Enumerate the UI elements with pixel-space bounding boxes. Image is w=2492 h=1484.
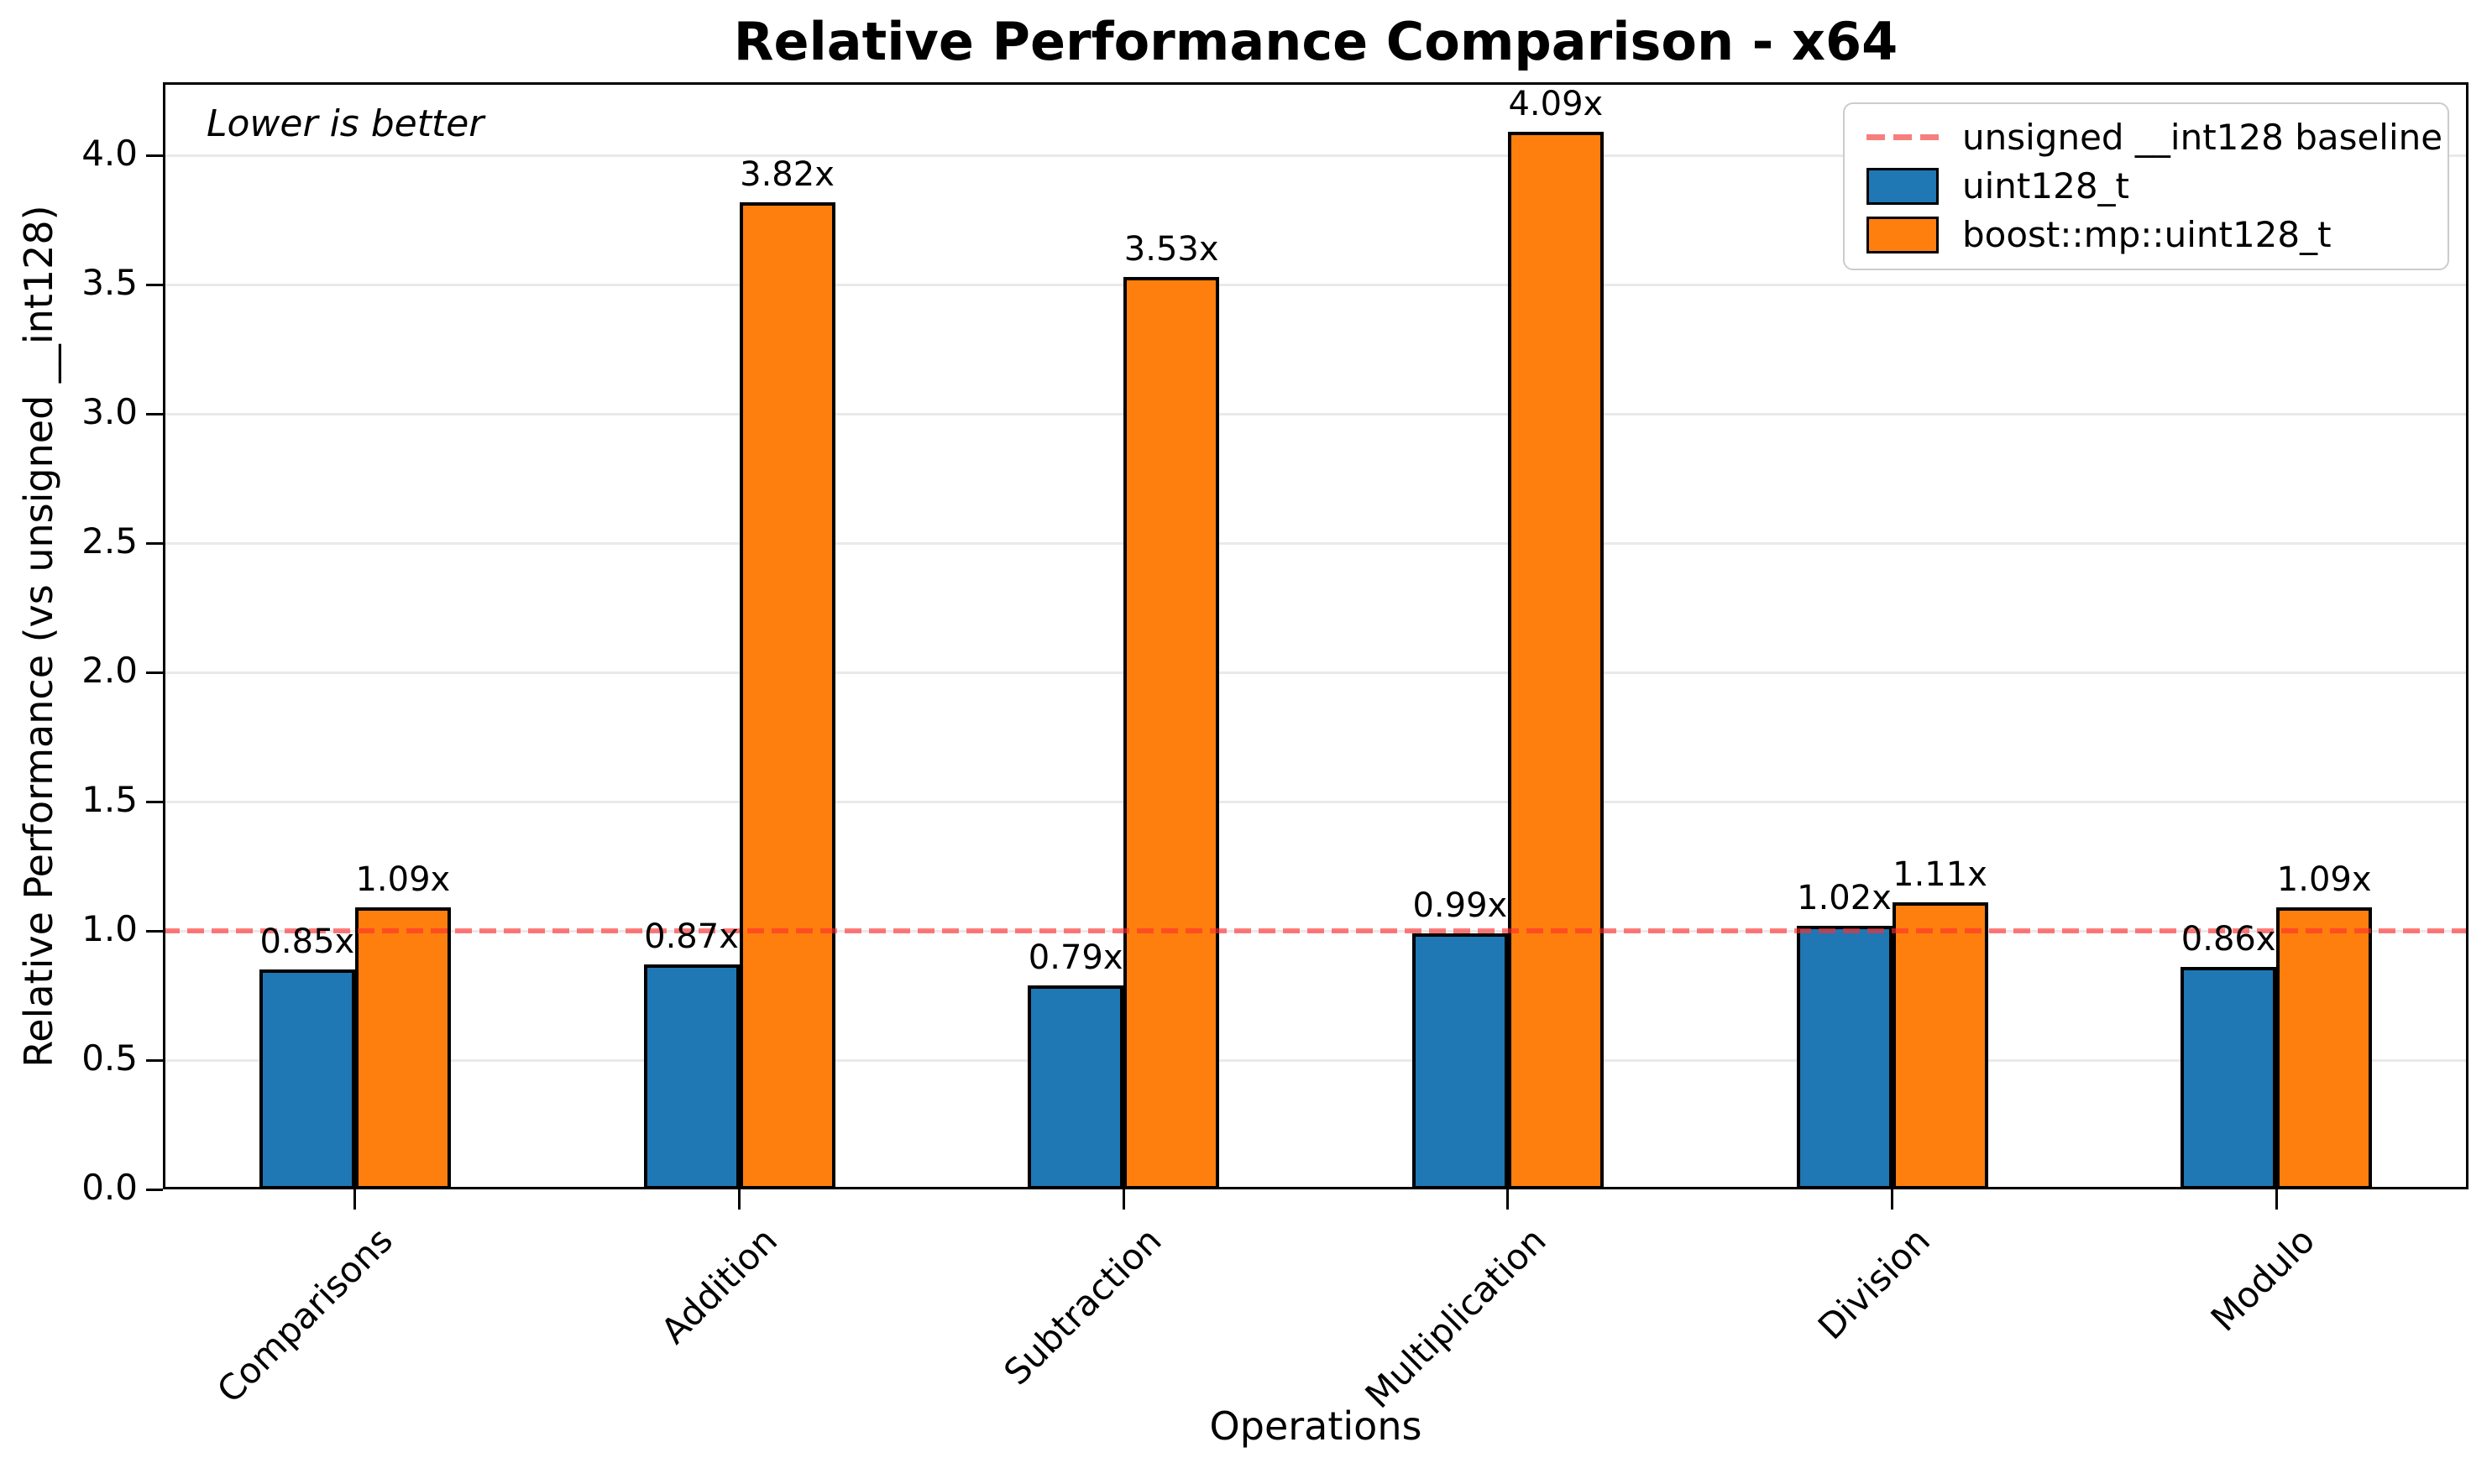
y-tick-mark — [146, 929, 163, 933]
bar-value-label: 3.82x — [740, 154, 835, 194]
x-tick-label: Multiplication — [1357, 1220, 1554, 1417]
x-tick-label: Comparisons — [209, 1220, 401, 1411]
x-tick-mark — [1122, 1189, 1125, 1210]
y-tick-mark — [146, 671, 163, 674]
gridline — [163, 671, 2468, 674]
y-tick-label: 2.5 — [81, 520, 138, 562]
legend-boost-swatch — [1866, 217, 1939, 254]
x-tick-mark — [738, 1189, 741, 1210]
x-axis-label: Operations — [1209, 1403, 1422, 1449]
x-tick-mark — [1506, 1189, 1510, 1210]
bar-value-label: 1.02x — [1797, 878, 1892, 917]
bar-uint128 — [2180, 967, 2277, 1189]
y-tick-label: 1.0 — [81, 908, 138, 950]
chart-title: Relative Performance Comparison - x64 — [733, 11, 1898, 72]
y-tick-label: 3.5 — [81, 262, 138, 304]
x-tick-label: Addition — [652, 1220, 786, 1352]
bar-boost — [2276, 907, 2373, 1189]
bar-value-label: 3.53x — [1123, 229, 1219, 269]
bar-uint128 — [1796, 925, 1893, 1189]
annotation-lower-is-better: Lower is better — [207, 102, 484, 145]
gridline — [163, 412, 2468, 415]
bar-boost — [1123, 276, 1220, 1189]
y-tick-mark — [146, 800, 163, 803]
y-axis-label: Relative Performance (vs unsigned __int1… — [16, 205, 61, 1068]
x-tick-label: Modulo — [2202, 1220, 2322, 1340]
bar-value-label: 0.85x — [259, 922, 355, 962]
x-tick-mark — [353, 1189, 357, 1210]
legend-uint128-swatch — [1866, 167, 1939, 205]
bar-value-label: 1.11x — [1893, 855, 1987, 895]
bar-uint128 — [1028, 985, 1124, 1189]
bar-boost — [1892, 902, 1988, 1189]
legend-baseline-dash-swatch — [1866, 134, 1939, 141]
gridline — [163, 283, 2468, 286]
bar-value-label: 0.86x — [2180, 920, 2276, 959]
x-tick-label: Subtraction — [996, 1220, 1170, 1393]
x-tick-label: Division — [1809, 1220, 1939, 1348]
bar-value-label: 4.09x — [1508, 85, 1604, 124]
bar-value-label: 0.79x — [1028, 938, 1123, 977]
gridline — [163, 541, 2468, 545]
y-tick-mark — [146, 283, 163, 286]
x-tick-mark — [1891, 1189, 1893, 1210]
legend-item-boost: boost::mp::uint128_t — [1866, 213, 2426, 255]
legend-item-baseline: unsigned __int128 baseline — [1866, 117, 2442, 158]
y-tick-mark — [146, 412, 163, 415]
y-tick-label: 2.0 — [81, 650, 138, 692]
gridline — [163, 1058, 2468, 1062]
bar-boost — [739, 201, 835, 1189]
x-tick-mark — [2275, 1189, 2278, 1210]
bar-boost — [1507, 132, 1604, 1189]
baseline-line — [163, 928, 2468, 934]
y-tick-label: 3.0 — [81, 391, 138, 433]
y-tick-mark — [146, 154, 163, 157]
y-tick-label: 1.5 — [81, 779, 138, 821]
bar-uint128 — [259, 969, 355, 1189]
bar-uint128 — [643, 964, 740, 1189]
y-tick-label: 0.5 — [81, 1037, 138, 1079]
legend-item-uint128: uint128_t — [1866, 165, 2426, 206]
bar-value-label: 0.99x — [1412, 886, 1508, 926]
bar-boost — [354, 907, 451, 1189]
bar-value-label: 0.87x — [644, 917, 739, 957]
legend-label-boost: boost::mp::uint128_t — [1962, 213, 2332, 255]
y-tick-label: 4.0 — [81, 133, 138, 175]
y-tick-mark — [146, 541, 163, 545]
bar-uint128 — [1411, 933, 1508, 1189]
gridline — [163, 154, 2468, 157]
y-tick-label: 0.0 — [81, 1167, 138, 1208]
legend-label-uint128: uint128_t — [1962, 165, 2130, 206]
legend: unsigned __int128 baseline uint128_t boo… — [1843, 102, 2449, 270]
legend-label-baseline: unsigned __int128 baseline — [1962, 116, 2443, 158]
bar-value-label: 1.09x — [355, 860, 451, 900]
y-tick-mark — [146, 1188, 163, 1191]
bar-value-label: 1.09x — [2276, 860, 2372, 900]
gridline — [163, 800, 2468, 803]
y-tick-mark — [146, 1058, 163, 1062]
